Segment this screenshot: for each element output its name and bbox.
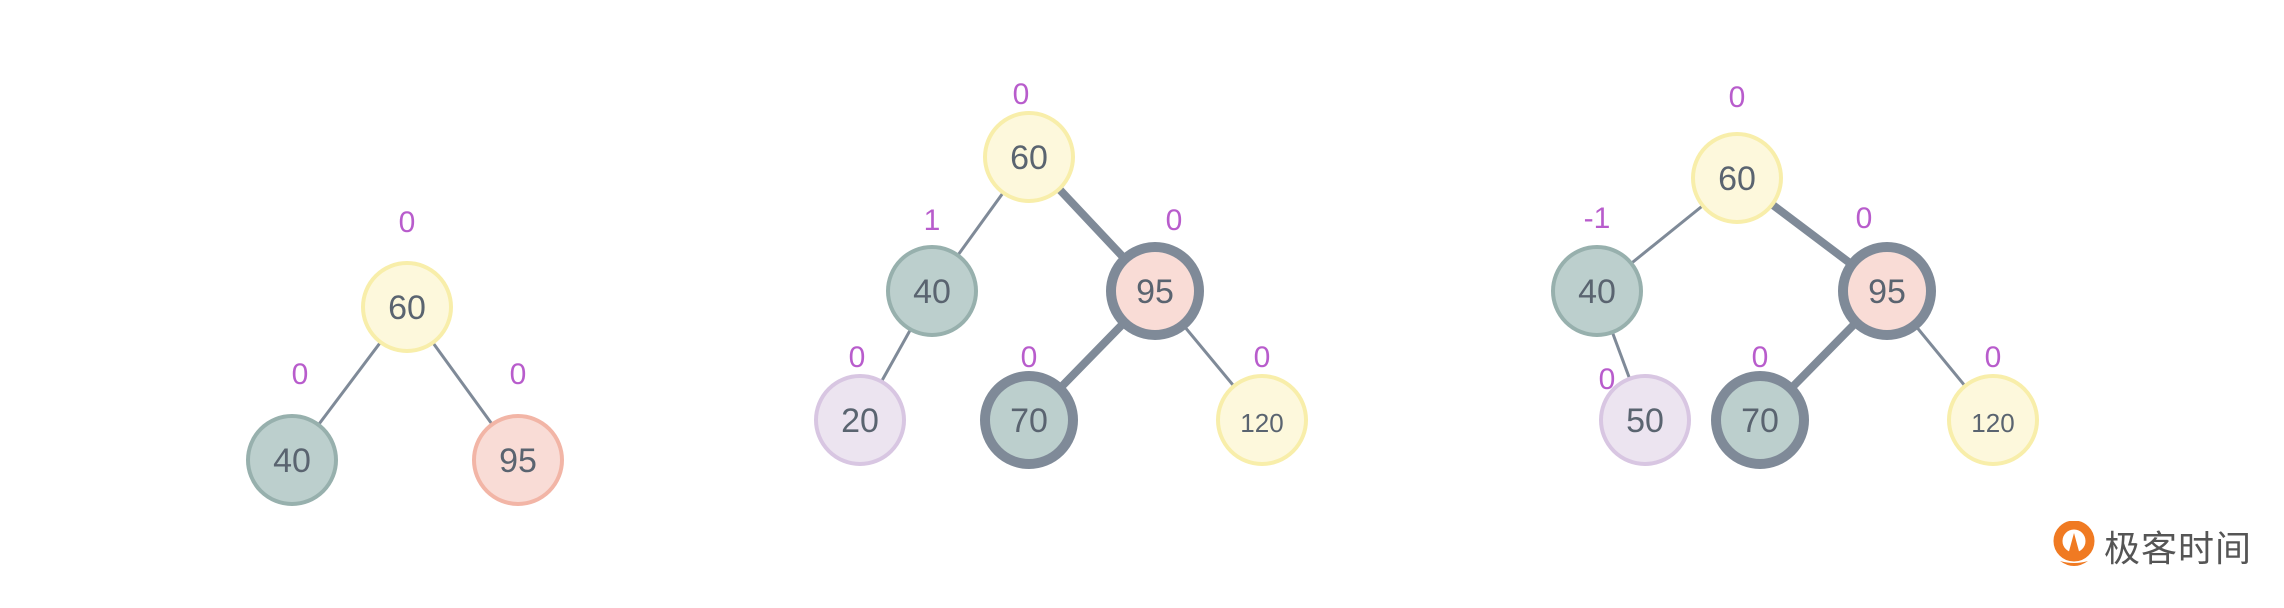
balance-factor-label: 0 bbox=[849, 341, 866, 374]
node-value: 95 bbox=[1868, 273, 1906, 311]
node-value: 70 bbox=[1010, 402, 1048, 440]
tree-node-95 bbox=[472, 414, 564, 506]
node-value: 95 bbox=[499, 442, 537, 480]
tree-node-95 bbox=[1106, 242, 1204, 340]
balance-factor-label: 0 bbox=[1985, 341, 2002, 374]
balance-factor-label: 0 bbox=[1166, 204, 1183, 237]
node-value: 60 bbox=[1010, 139, 1048, 177]
node-value: 50 bbox=[1626, 402, 1664, 440]
tree-node-60 bbox=[983, 111, 1075, 203]
balance-factor-label: 0 bbox=[1856, 202, 1873, 235]
tree-node-40 bbox=[246, 414, 338, 506]
tree-node-120 bbox=[1947, 374, 2039, 466]
balance-factor-label: -1 bbox=[1584, 202, 1611, 235]
balance-factor-label: 0 bbox=[1599, 363, 1616, 396]
tree-node-95 bbox=[1838, 242, 1936, 340]
node-value: 60 bbox=[388, 289, 426, 327]
geektime-logo-icon bbox=[2053, 521, 2095, 566]
tree-node-70 bbox=[980, 371, 1078, 469]
tree-node-60 bbox=[1691, 132, 1783, 224]
node-value: 40 bbox=[1578, 273, 1616, 311]
balance-factor-label: 0 bbox=[1254, 341, 1271, 374]
tree-node-40 bbox=[1551, 245, 1643, 337]
node-value: 120 bbox=[1971, 408, 2014, 438]
tree-node-60 bbox=[361, 261, 453, 353]
node-value: 40 bbox=[913, 273, 951, 311]
geektime-logo: 极客时间 bbox=[2052, 520, 2252, 572]
tree-node-20 bbox=[814, 374, 906, 466]
balance-factor-label: 0 bbox=[510, 358, 527, 391]
node-value: 70 bbox=[1741, 402, 1779, 440]
node-value: 40 bbox=[273, 442, 311, 480]
tree-node-70 bbox=[1711, 371, 1809, 469]
balance-factor-label: 0 bbox=[1021, 341, 1038, 374]
balance-factor-label: 0 bbox=[1729, 81, 1746, 114]
tree-node-50 bbox=[1599, 374, 1691, 466]
node-value: 120 bbox=[1240, 408, 1283, 438]
logo-text: 极客时间 bbox=[2104, 529, 2253, 570]
balance-factor-label: 1 bbox=[924, 204, 941, 237]
node-value: 95 bbox=[1136, 273, 1174, 311]
balance-factor-label: 0 bbox=[399, 206, 416, 239]
node-value: 60 bbox=[1718, 160, 1756, 198]
tree-node-40 bbox=[886, 245, 978, 337]
balance-factor-label: 0 bbox=[292, 358, 309, 391]
balance-factor-label: 0 bbox=[1013, 78, 1030, 111]
balance-factor-label: 0 bbox=[1752, 341, 1769, 374]
node-value: 20 bbox=[841, 402, 879, 440]
tree-node-120 bbox=[1216, 374, 1308, 466]
